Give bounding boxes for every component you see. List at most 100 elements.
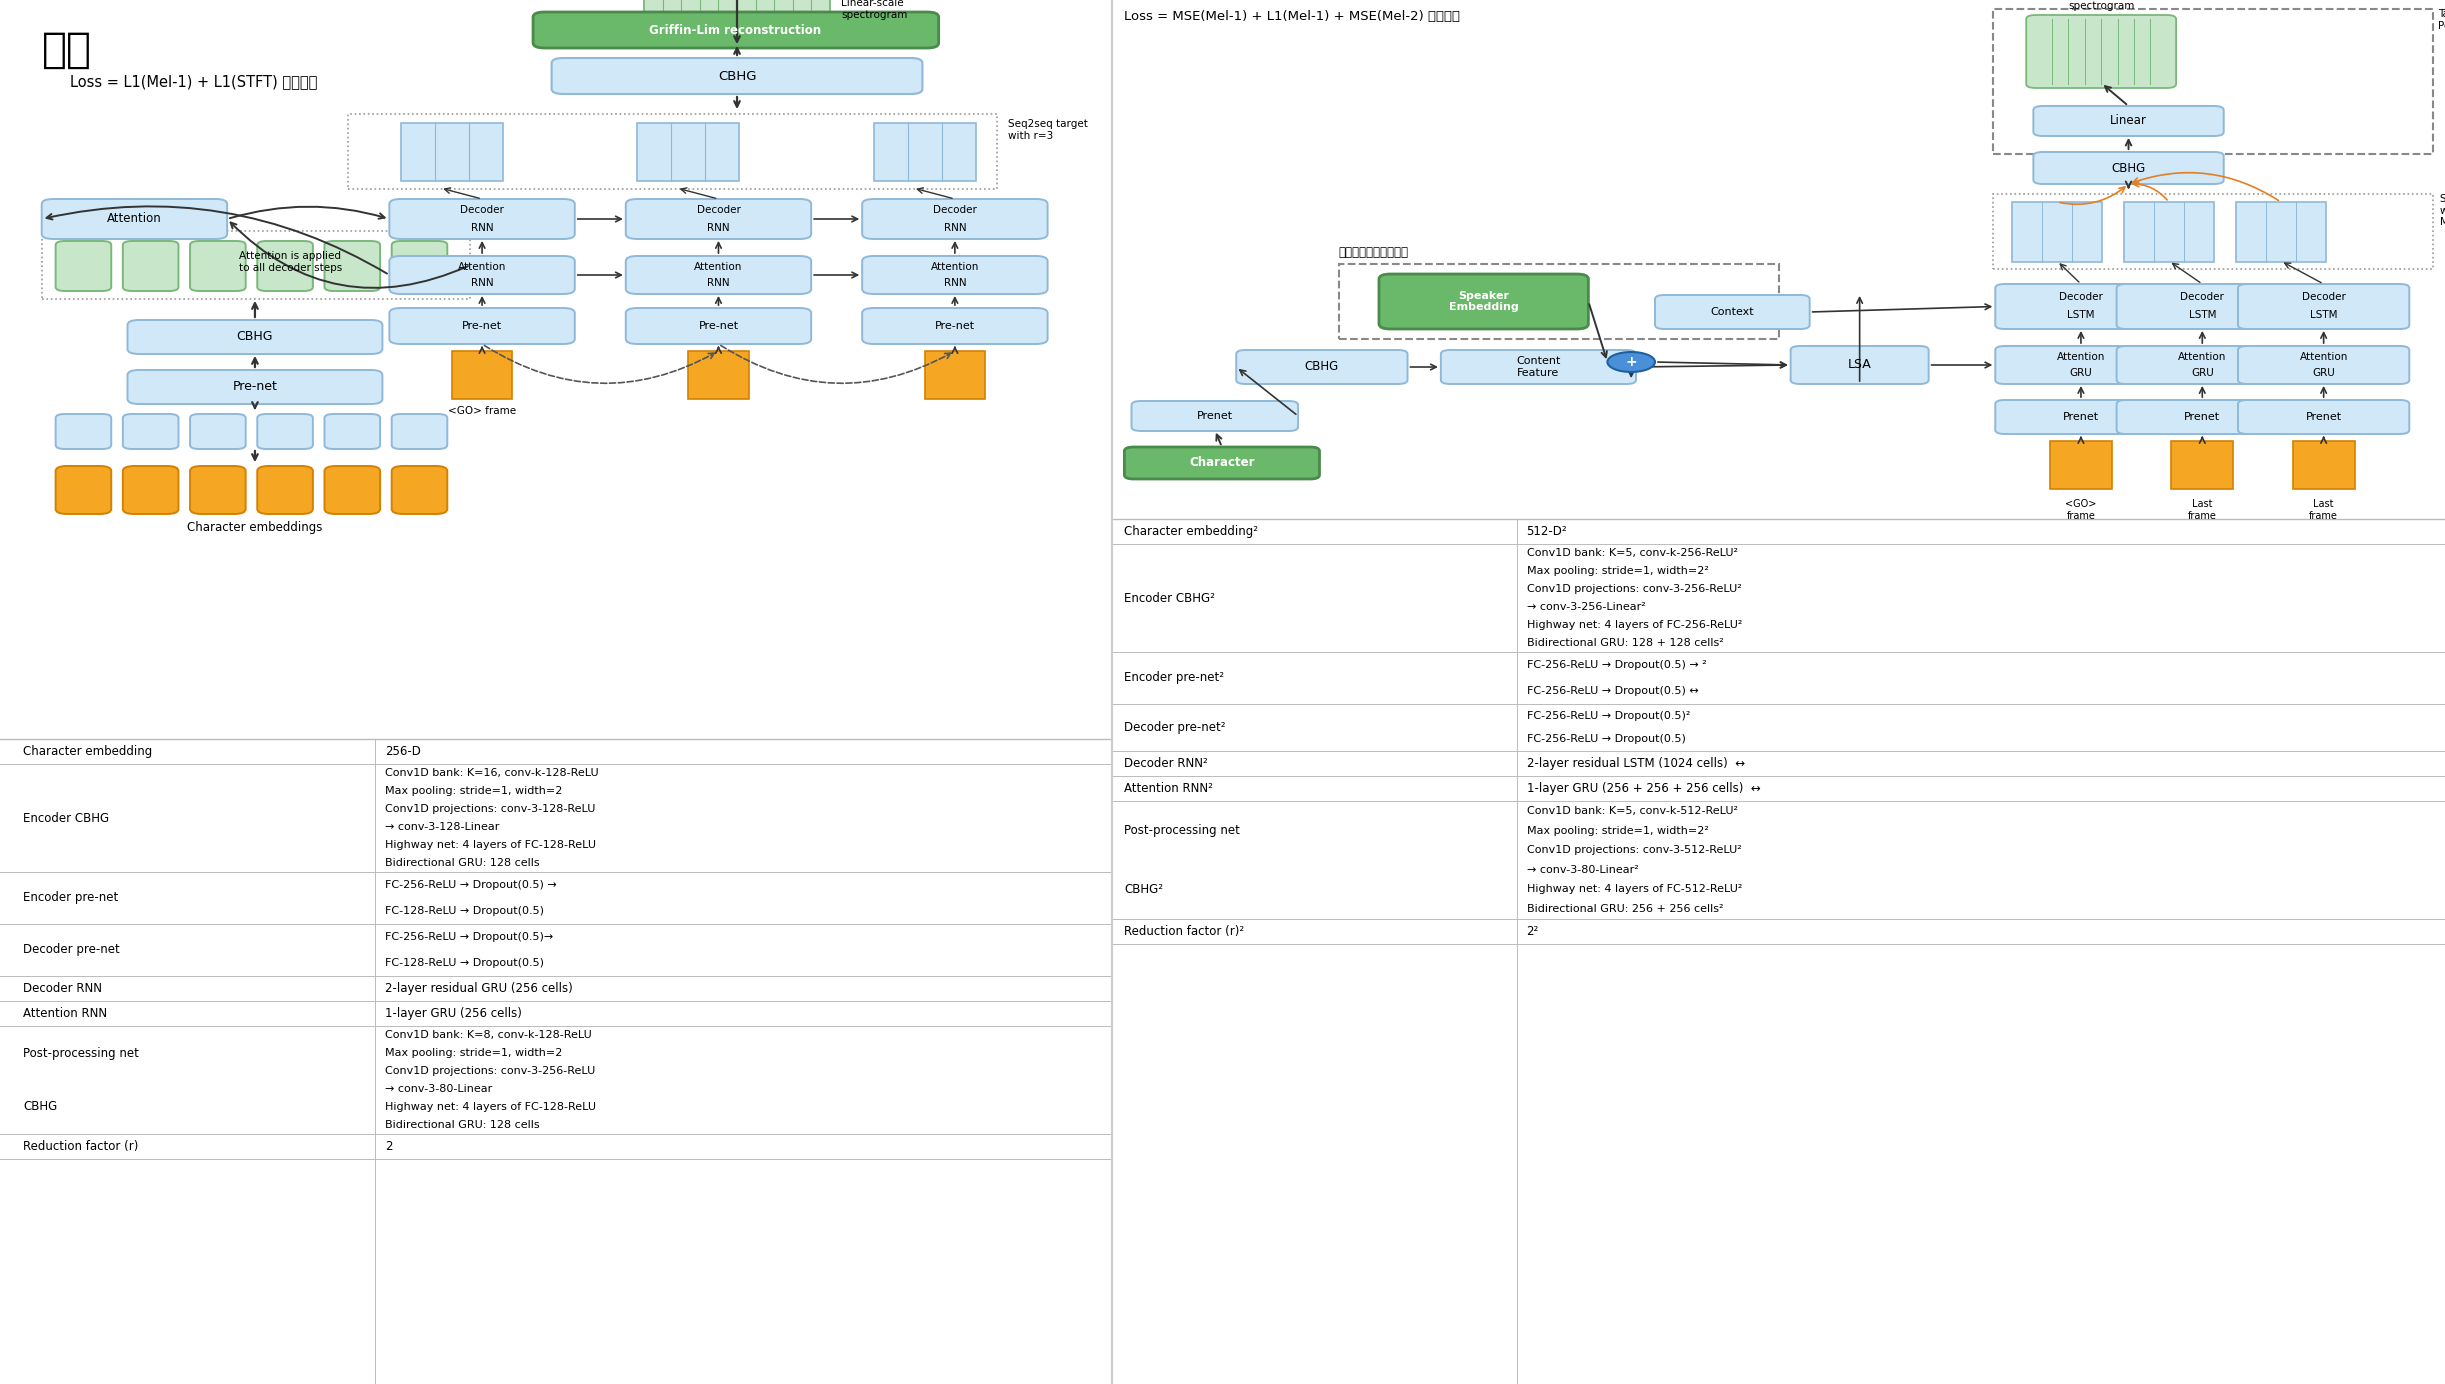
- FancyBboxPatch shape: [626, 256, 812, 293]
- FancyBboxPatch shape: [122, 241, 178, 291]
- FancyBboxPatch shape: [257, 414, 313, 448]
- Text: Linear: Linear: [2110, 115, 2147, 127]
- Text: 2: 2: [384, 1140, 391, 1153]
- FancyBboxPatch shape: [2034, 152, 2223, 184]
- Text: LSTM: LSTM: [2311, 310, 2337, 321]
- Bar: [1993, 194, 2433, 268]
- FancyBboxPatch shape: [1237, 350, 1408, 383]
- Text: Pre-net: Pre-net: [462, 321, 501, 331]
- Text: <GO> frame: <GO> frame: [447, 406, 516, 417]
- Bar: [2293, 441, 2355, 489]
- Text: Encoder pre-net²: Encoder pre-net²: [1125, 671, 1225, 685]
- FancyBboxPatch shape: [1995, 346, 2166, 383]
- FancyBboxPatch shape: [2117, 400, 2289, 435]
- Bar: [42, 231, 469, 299]
- Text: Decoder RNN: Decoder RNN: [22, 983, 103, 995]
- Bar: [2125, 202, 2215, 262]
- Text: Conv1D bank: K=5, conv-k-512-ReLU²: Conv1D bank: K=5, conv-k-512-ReLU²: [1526, 805, 1738, 815]
- FancyBboxPatch shape: [1132, 401, 1298, 430]
- FancyBboxPatch shape: [56, 241, 112, 291]
- FancyBboxPatch shape: [863, 199, 1046, 239]
- FancyBboxPatch shape: [325, 466, 379, 513]
- Bar: [2012, 202, 2103, 262]
- Text: FC-256-ReLU → Dropout(0.5) →: FC-256-ReLU → Dropout(0.5) →: [384, 880, 557, 890]
- Text: Content
Feature: Content Feature: [1516, 356, 1560, 378]
- Text: Pre-net: Pre-net: [934, 321, 976, 331]
- FancyBboxPatch shape: [1995, 284, 2166, 329]
- Text: Attention: Attention: [457, 262, 506, 273]
- FancyBboxPatch shape: [1440, 350, 1636, 383]
- Text: Highway net: 4 layers of FC-128-ReLU: Highway net: 4 layers of FC-128-ReLU: [384, 840, 597, 850]
- FancyBboxPatch shape: [2237, 400, 2408, 435]
- Text: Max pooling: stride=1, width=2: Max pooling: stride=1, width=2: [384, 786, 562, 796]
- FancyBboxPatch shape: [626, 309, 812, 345]
- Text: Decoder: Decoder: [934, 205, 978, 215]
- Text: Pre-net: Pre-net: [699, 321, 738, 331]
- Text: Decoder: Decoder: [2059, 292, 2103, 303]
- Text: GRU: GRU: [2313, 368, 2335, 378]
- Text: Conv1D bank: K=8, conv-k-128-ReLU: Conv1D bank: K=8, conv-k-128-ReLU: [384, 1030, 592, 1039]
- Text: Conv1D projections: conv-3-512-ReLU²: Conv1D projections: conv-3-512-ReLU²: [1526, 846, 1741, 855]
- Text: Bidirectional GRU: 128 + 128 cells²: Bidirectional GRU: 128 + 128 cells²: [1526, 638, 1724, 648]
- FancyBboxPatch shape: [391, 414, 447, 448]
- Text: FC-128-ReLU → Dropout(0.5): FC-128-ReLU → Dropout(0.5): [384, 958, 543, 967]
- Text: Post-processing net: Post-processing net: [1125, 823, 1240, 837]
- Bar: [401, 123, 504, 181]
- Text: 256-D: 256-D: [384, 745, 421, 758]
- FancyBboxPatch shape: [391, 466, 447, 513]
- Text: Character: Character: [1188, 457, 1254, 469]
- Text: → conv-3-80-Linear²: → conv-3-80-Linear²: [1526, 865, 1638, 875]
- Bar: [689, 352, 748, 399]
- FancyBboxPatch shape: [191, 241, 245, 291]
- Text: Character embedding²: Character embedding²: [1125, 525, 1259, 538]
- Text: Encoder pre-net: Encoder pre-net: [22, 891, 117, 905]
- FancyBboxPatch shape: [863, 256, 1046, 293]
- FancyBboxPatch shape: [56, 414, 112, 448]
- Text: Highway net: 4 layers of FC-512-ReLU²: Highway net: 4 layers of FC-512-ReLU²: [1526, 884, 1741, 894]
- Text: Pre-net: Pre-net: [232, 381, 276, 393]
- FancyBboxPatch shape: [1995, 400, 2166, 435]
- FancyBboxPatch shape: [1790, 346, 1929, 383]
- Text: 单说话人的没有这部分: 单说话人的没有这部分: [1337, 246, 1408, 259]
- Text: Decoder RNN²: Decoder RNN²: [1125, 757, 1208, 770]
- Text: Speaker
Embedding: Speaker Embedding: [1450, 291, 1518, 313]
- Text: FC-128-ReLU → Dropout(0.5): FC-128-ReLU → Dropout(0.5): [384, 907, 543, 916]
- Text: LSA: LSA: [1848, 358, 1870, 371]
- Text: → conv-3-128-Linear: → conv-3-128-Linear: [384, 822, 499, 832]
- Text: Linear-scale
spectrogram: Linear-scale spectrogram: [841, 0, 907, 19]
- Text: Prenet: Prenet: [1196, 411, 1232, 421]
- FancyBboxPatch shape: [127, 370, 381, 404]
- FancyBboxPatch shape: [2117, 284, 2289, 329]
- Text: Reduction factor (r): Reduction factor (r): [22, 1140, 139, 1153]
- Text: FC-256-ReLU → Dropout(0.5)→: FC-256-ReLU → Dropout(0.5)→: [384, 931, 553, 943]
- Text: Tacotron-1
Post-Net: Tacotron-1 Post-Net: [2438, 10, 2445, 30]
- FancyBboxPatch shape: [1125, 447, 1320, 479]
- Text: Context: Context: [1712, 307, 1753, 317]
- Text: Decoder: Decoder: [460, 205, 504, 215]
- Text: RNN: RNN: [472, 278, 494, 288]
- Bar: [1337, 264, 1780, 339]
- Text: Attention RNN²: Attention RNN²: [1125, 782, 1213, 794]
- Text: Attention: Attention: [108, 213, 161, 226]
- Text: Attention RNN: Attention RNN: [22, 1008, 108, 1020]
- Text: Attention: Attention: [694, 262, 743, 273]
- Text: Griffin-Lim reconstruction: Griffin-Lim reconstruction: [648, 24, 822, 36]
- Bar: [645, 0, 829, 44]
- FancyBboxPatch shape: [191, 466, 245, 513]
- FancyBboxPatch shape: [191, 414, 245, 448]
- Text: CBHG: CBHG: [719, 69, 756, 83]
- FancyBboxPatch shape: [626, 199, 812, 239]
- Text: Attention: Attention: [2298, 352, 2347, 363]
- Bar: [2049, 441, 2112, 489]
- Text: Decoder pre-net: Decoder pre-net: [22, 944, 120, 956]
- FancyBboxPatch shape: [2027, 15, 2176, 89]
- Text: CBHG: CBHG: [237, 331, 274, 343]
- FancyBboxPatch shape: [42, 199, 227, 239]
- Text: Conv1D projections: conv-3-128-ReLU: Conv1D projections: conv-3-128-ReLU: [384, 804, 594, 814]
- Bar: [452, 352, 511, 399]
- Text: → conv-3-80-Linear: → conv-3-80-Linear: [384, 1084, 491, 1093]
- Text: +: +: [1626, 356, 1638, 370]
- Bar: [2171, 441, 2232, 489]
- FancyBboxPatch shape: [122, 414, 178, 448]
- Text: Conv1D projections: conv-3-256-ReLU²: Conv1D projections: conv-3-256-ReLU²: [1526, 584, 1741, 594]
